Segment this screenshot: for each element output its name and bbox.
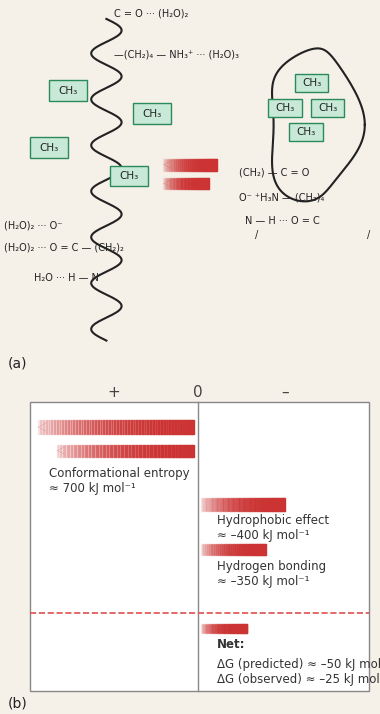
Text: ΔG (predicted) ≈ –50 kJ mol⁻¹
ΔG (observed) ≈ –25 kJ mol⁻¹: ΔG (predicted) ≈ –50 kJ mol⁻¹ ΔG (observ… xyxy=(217,658,380,685)
Text: CH₃: CH₃ xyxy=(302,79,321,89)
Bar xyxy=(295,74,328,92)
Bar xyxy=(311,99,344,117)
Text: CH₃: CH₃ xyxy=(120,171,139,181)
Text: —(CH₂)₄ — NH₃⁺ ··· (H₂O)₃: —(CH₂)₄ — NH₃⁺ ··· (H₂O)₃ xyxy=(114,50,239,60)
Text: N — H ··· O = C: N — H ··· O = C xyxy=(245,216,320,226)
Bar xyxy=(110,166,148,186)
Text: (H₂O)₂ ··· O = C — (CH₂)₂: (H₂O)₂ ··· O = C — (CH₂)₂ xyxy=(4,243,124,253)
Text: CH₃: CH₃ xyxy=(276,103,294,113)
Text: /: / xyxy=(367,231,370,241)
Text: (H₂O)₂ ··· O⁻: (H₂O)₂ ··· O⁻ xyxy=(4,220,62,230)
Text: C = O ··· (H₂O)₂: C = O ··· (H₂O)₂ xyxy=(114,9,188,19)
Text: CH₃: CH₃ xyxy=(40,143,59,153)
Text: H₂O ··· H — N: H₂O ··· H — N xyxy=(34,273,99,283)
Bar xyxy=(268,99,302,117)
Text: Hydrogen bonding
≈ –350 kJ mol⁻¹: Hydrogen bonding ≈ –350 kJ mol⁻¹ xyxy=(217,560,326,588)
Bar xyxy=(133,103,171,124)
Text: 0: 0 xyxy=(193,385,203,400)
Text: +: + xyxy=(108,385,120,400)
Text: –: – xyxy=(281,385,289,400)
Bar xyxy=(30,402,369,690)
Text: CH₃: CH₃ xyxy=(59,86,78,96)
Bar xyxy=(289,123,323,141)
Text: Hydrophobic effect
≈ –400 kJ mol⁻¹: Hydrophobic effect ≈ –400 kJ mol⁻¹ xyxy=(217,514,329,543)
Text: Conformational entropy
≈ 700 kJ mol⁻¹: Conformational entropy ≈ 700 kJ mol⁻¹ xyxy=(49,468,190,496)
Text: O⁻ ⁺H₃N — (CH₂)₄: O⁻ ⁺H₃N — (CH₂)₄ xyxy=(239,193,325,203)
Text: Net:: Net: xyxy=(217,638,245,651)
Bar xyxy=(49,81,87,101)
Text: (a): (a) xyxy=(8,357,27,371)
Text: CH₃: CH₃ xyxy=(296,126,315,136)
Text: CH₃: CH₃ xyxy=(318,103,337,113)
Text: /: / xyxy=(255,231,258,241)
Text: (b): (b) xyxy=(8,697,27,710)
Bar xyxy=(30,137,68,158)
Text: (CH₂) — C = O: (CH₂) — C = O xyxy=(239,167,310,177)
Text: CH₃: CH₃ xyxy=(142,109,162,119)
